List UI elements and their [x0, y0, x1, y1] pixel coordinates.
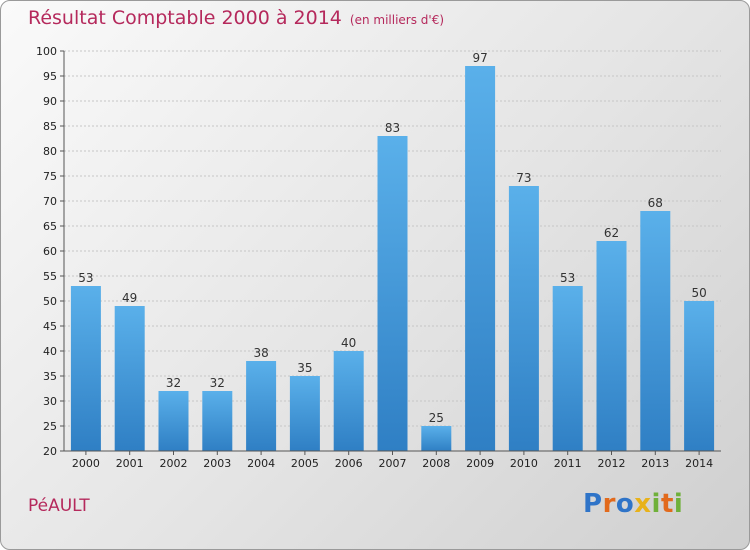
value-label-2011: 53 [560, 271, 575, 285]
x-tick-label-2004: 2004 [247, 457, 275, 470]
x-tick-label-2010: 2010 [510, 457, 538, 470]
value-label-2004: 38 [253, 346, 268, 360]
x-tick-label-2001: 2001 [116, 457, 144, 470]
y-tick-label: 95 [43, 70, 57, 83]
x-tick-label-2013: 2013 [641, 457, 669, 470]
x-tick-label-2012: 2012 [598, 457, 626, 470]
logo-letter: t [660, 489, 674, 519]
bar-2002[interactable] [158, 391, 189, 451]
bar-2000[interactable] [70, 286, 101, 451]
bar-2009[interactable] [465, 66, 496, 451]
bar-2008[interactable] [421, 426, 452, 451]
y-tick-label: 65 [43, 220, 57, 233]
chart-title: Résultat Comptable 2000 à 2014 (en millie… [28, 7, 444, 29]
bar-2012[interactable] [596, 241, 627, 451]
bar-2011[interactable] [552, 286, 583, 451]
commune-name: PéAULT [28, 496, 90, 516]
x-tick-label-2009: 2009 [466, 457, 494, 470]
logo-letter: r [602, 489, 616, 519]
y-tick-label: 60 [43, 245, 57, 258]
y-tick-label: 70 [43, 195, 57, 208]
bar-2014[interactable] [684, 301, 715, 451]
axes [60, 50, 721, 455]
bar-2003[interactable] [202, 391, 233, 451]
bars [70, 66, 715, 451]
bar-2006[interactable] [333, 351, 364, 451]
logo-letter: x [634, 489, 652, 519]
y-tick-label: 90 [43, 95, 57, 108]
proxiti-logo[interactable]: Proxiti [583, 489, 683, 519]
labels: 20 25 30 35 40 45 50 55 60 65 70 75 80 85 90 95 100 53 200… [36, 45, 713, 470]
y-tick-label: 75 [43, 170, 57, 183]
logo-letter: i [673, 489, 684, 519]
value-label-2001: 49 [122, 291, 137, 305]
x-tick-label-2005: 2005 [291, 457, 319, 470]
x-tick-label-2014: 2014 [685, 457, 713, 470]
value-label-2013: 68 [648, 196, 663, 210]
chart-unit-label: (en milliers d'€) [349, 13, 445, 27]
y-tick-label: 80 [43, 145, 57, 158]
bar-2013[interactable] [640, 211, 671, 451]
logo-letter: o [615, 489, 635, 519]
value-label-2000: 53 [78, 271, 93, 285]
value-label-2005: 35 [297, 361, 312, 375]
y-tick-label: 20 [43, 445, 57, 458]
logo-letter: i [651, 489, 661, 519]
x-tick-label-2006: 2006 [335, 457, 363, 470]
bar-2007[interactable] [377, 136, 408, 451]
value-label-2002: 32 [166, 376, 181, 390]
y-tick-label: 100 [36, 45, 57, 58]
y-tick-label: 25 [43, 420, 57, 433]
x-tick-label-2003: 2003 [203, 457, 231, 470]
y-tick-label: 40 [43, 345, 57, 358]
x-tick-label-2002: 2002 [160, 457, 188, 470]
y-tick-label: 45 [43, 320, 57, 333]
value-label-2010: 73 [516, 171, 531, 185]
value-label-2003: 32 [210, 376, 225, 390]
logo-letter: P [583, 489, 603, 519]
value-label-2006: 40 [341, 336, 356, 350]
x-tick-label-2011: 2011 [554, 457, 582, 470]
bar-2001[interactable] [114, 306, 145, 451]
value-label-2014: 50 [691, 286, 706, 300]
value-label-2008: 25 [429, 411, 444, 425]
value-label-2009: 97 [472, 51, 487, 65]
value-label-2012: 62 [604, 226, 619, 240]
value-label-2007: 83 [385, 121, 400, 135]
bar-2005[interactable] [289, 376, 320, 451]
y-tick-label: 50 [43, 295, 57, 308]
chart-title-text: Résultat Comptable 2000 à 2014 [28, 7, 342, 29]
y-tick-label: 35 [43, 370, 57, 383]
bar-2010[interactable] [508, 186, 539, 451]
x-tick-label-2007: 2007 [379, 457, 407, 470]
x-tick-label-2008: 2008 [422, 457, 450, 470]
x-tick-label-2000: 2000 [72, 457, 100, 470]
y-tick-label: 30 [43, 395, 57, 408]
y-tick-label: 55 [43, 270, 57, 283]
y-tick-label: 85 [43, 120, 57, 133]
bar-2004[interactable] [246, 361, 277, 451]
